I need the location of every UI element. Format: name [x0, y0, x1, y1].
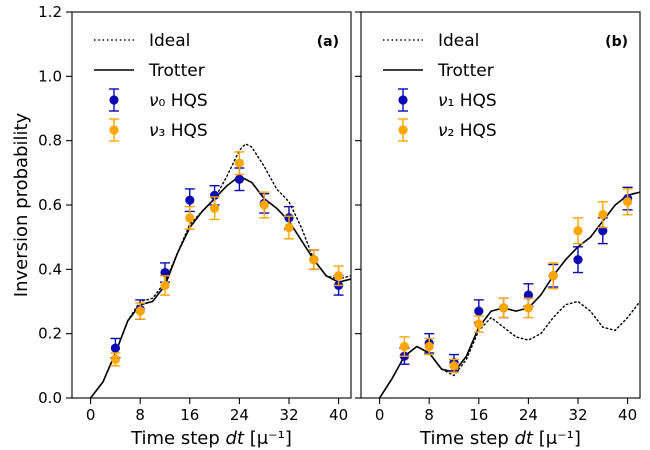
series-solid-line	[378, 191, 640, 398]
data-point	[573, 246, 583, 274]
data-point	[597, 201, 608, 229]
data-point	[449, 358, 459, 373]
data-point	[424, 337, 435, 356]
legend: Ideal Trotter ν₁ HQS ν₂ HQS	[383, 31, 497, 142]
data-point	[234, 151, 245, 176]
y-tick-label: 0.6	[38, 196, 62, 214]
legend-item: Trotter	[383, 61, 494, 81]
x-tick-label: 16	[180, 406, 199, 424]
legend-label: ν₀ HQS	[149, 91, 208, 111]
panel-b: 0 8 16 24 32 40 Time step dt [μ⁻¹] (b) Ideal Trot…	[355, 11, 641, 449]
y-tick-label: 0.8	[38, 132, 62, 150]
legend-label: ν₁ HQS	[438, 91, 497, 111]
y-axis-label: Inversion probability	[11, 112, 32, 297]
x-tick-label: 16	[469, 406, 488, 424]
legend-label: ν₂ HQS	[438, 121, 497, 141]
data-point	[548, 262, 559, 290]
series-dotted-line	[378, 300, 640, 398]
legend-item: Trotter	[94, 61, 205, 81]
legend-label: Ideal	[149, 31, 190, 51]
y-tick-label: 0.4	[38, 260, 62, 278]
data-point	[473, 315, 484, 333]
legend: Ideal Trotter ν₀ HQS ν₃ HQS	[94, 31, 208, 142]
legend-item: ν₁ HQS	[398, 88, 497, 112]
legend-item: ν₂ HQS	[398, 118, 497, 142]
y-tick-label: 0.0	[38, 389, 62, 407]
x-tick-label: 24	[519, 406, 538, 424]
panel-a: 0 8 16 24 32 40 0.0 0.2 0.4 0.6 0.8 1.0 1.2 Time step…	[11, 3, 352, 449]
x-tick-label: 40	[329, 406, 348, 424]
legend-label: ν₃ HQS	[149, 121, 208, 141]
x-tick-label: 8	[135, 406, 145, 424]
legend-item: ν₀ HQS	[109, 88, 208, 112]
data-point	[573, 217, 583, 245]
data-point	[284, 215, 294, 240]
x-tick-label: 8	[424, 406, 434, 424]
x-tick-label: 32	[568, 406, 587, 424]
legend-item: ν₃ HQS	[109, 118, 208, 142]
series-dotted-line	[89, 143, 351, 398]
x-tick-label: 0	[86, 406, 96, 424]
panel-label: (b)	[605, 34, 628, 50]
x-tick-label: 0	[375, 406, 385, 424]
data-point	[399, 336, 410, 357]
data-point	[184, 205, 195, 230]
data-point	[110, 352, 121, 367]
data-point	[498, 297, 509, 319]
data-point	[308, 249, 319, 271]
legend-label: Trotter	[148, 61, 205, 81]
x-tick-label: 32	[279, 406, 298, 424]
data-point	[333, 265, 344, 287]
data-point	[523, 297, 534, 319]
data-point	[259, 191, 270, 219]
legend-item: Ideal	[383, 31, 479, 51]
y-tick-label: 1.0	[38, 67, 62, 85]
x-tick-label: 24	[230, 406, 249, 424]
x-axis-label: Time step dt [μ⁻¹]	[419, 428, 581, 449]
y-tick-label: 0.2	[38, 325, 62, 343]
legend-label: Trotter	[437, 61, 494, 81]
data-point	[622, 188, 633, 216]
data-point	[209, 196, 220, 221]
series-solid-line	[89, 175, 351, 398]
data-point	[135, 302, 146, 320]
y-tick-label: 1.2	[38, 3, 62, 21]
legend-item: Ideal	[94, 31, 190, 51]
x-tick-label: 40	[618, 406, 637, 424]
panel-label: (a)	[317, 34, 339, 50]
legend-label: Ideal	[438, 31, 479, 51]
x-axis-label: Time step dt [μ⁻¹]	[130, 428, 292, 449]
data-point	[160, 275, 170, 296]
